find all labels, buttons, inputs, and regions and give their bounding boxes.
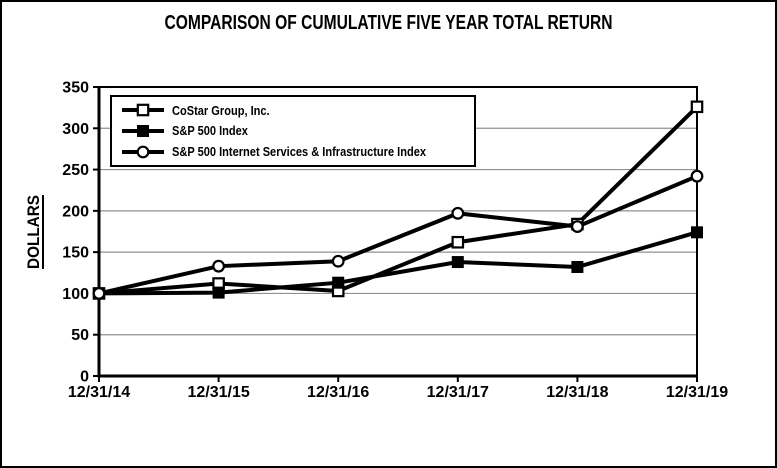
legend-label: S&P 500 Index [172,123,248,139]
legend-item: CoStar Group, Inc. [120,100,472,120]
series-line [98,230,698,296]
series-line [98,174,698,296]
legend-label: CoStar Group, Inc. [172,102,270,118]
x-tick-label: 12/31/16 [307,384,369,401]
square-filled-marker [691,226,703,239]
x-tick-label: 12/31/17 [427,384,489,401]
square-filled-marker [451,256,464,269]
x-tick-label: 12/31/18 [546,384,608,401]
legend-item: S&P 500 Index [120,121,472,141]
square-open-marker [451,235,465,249]
x-tick-label: 12/31/14 [68,384,130,401]
series-line [98,105,699,296]
circle-open-marker [212,259,226,273]
legend-item: S&P 500 Internet Services & Infrastructu… [120,142,472,162]
circle-open-marker [136,145,150,159]
circle-open-marker [690,169,704,183]
circle-open-marker [451,206,465,220]
square-filled-marker [332,276,345,289]
circle-open-marker [331,254,345,268]
y-tick-label: 350 [62,80,89,97]
square-open-marker [690,100,704,114]
legend: CoStar Group, Inc. S&P 500 Index S&P 500 I… [110,95,476,167]
y-tick-label: 100 [62,286,89,303]
y-tick-label: 300 [62,121,89,138]
chart-title: COMPARISON OF CUMULATIVE FIVE YEAR TOTAL… [164,12,613,34]
legend-swatch-square-filled-marker [122,124,164,137]
x-tick-label: 12/31/15 [187,384,249,401]
circle-open-marker [92,287,106,300]
x-tick-label: 12/31/19 [666,384,728,401]
legend-swatch-circle-open-marker [122,145,164,159]
circle-open-marker [571,220,584,233]
y-tick-label: 0 [80,369,89,386]
y-tick-label: 250 [62,162,89,179]
y-tick-label: 200 [62,203,89,220]
y-tick-label: 50 [71,327,89,344]
legend-label: S&P 500 Internet Services & Infrastructu… [172,144,427,160]
legend-swatch-square-open-marker [122,104,164,117]
square-filled-marker [571,261,584,274]
square-filled-marker [212,286,225,299]
square-open-marker [136,104,150,117]
y-tick-label: 150 [62,245,89,262]
square-filled-marker [137,124,149,137]
